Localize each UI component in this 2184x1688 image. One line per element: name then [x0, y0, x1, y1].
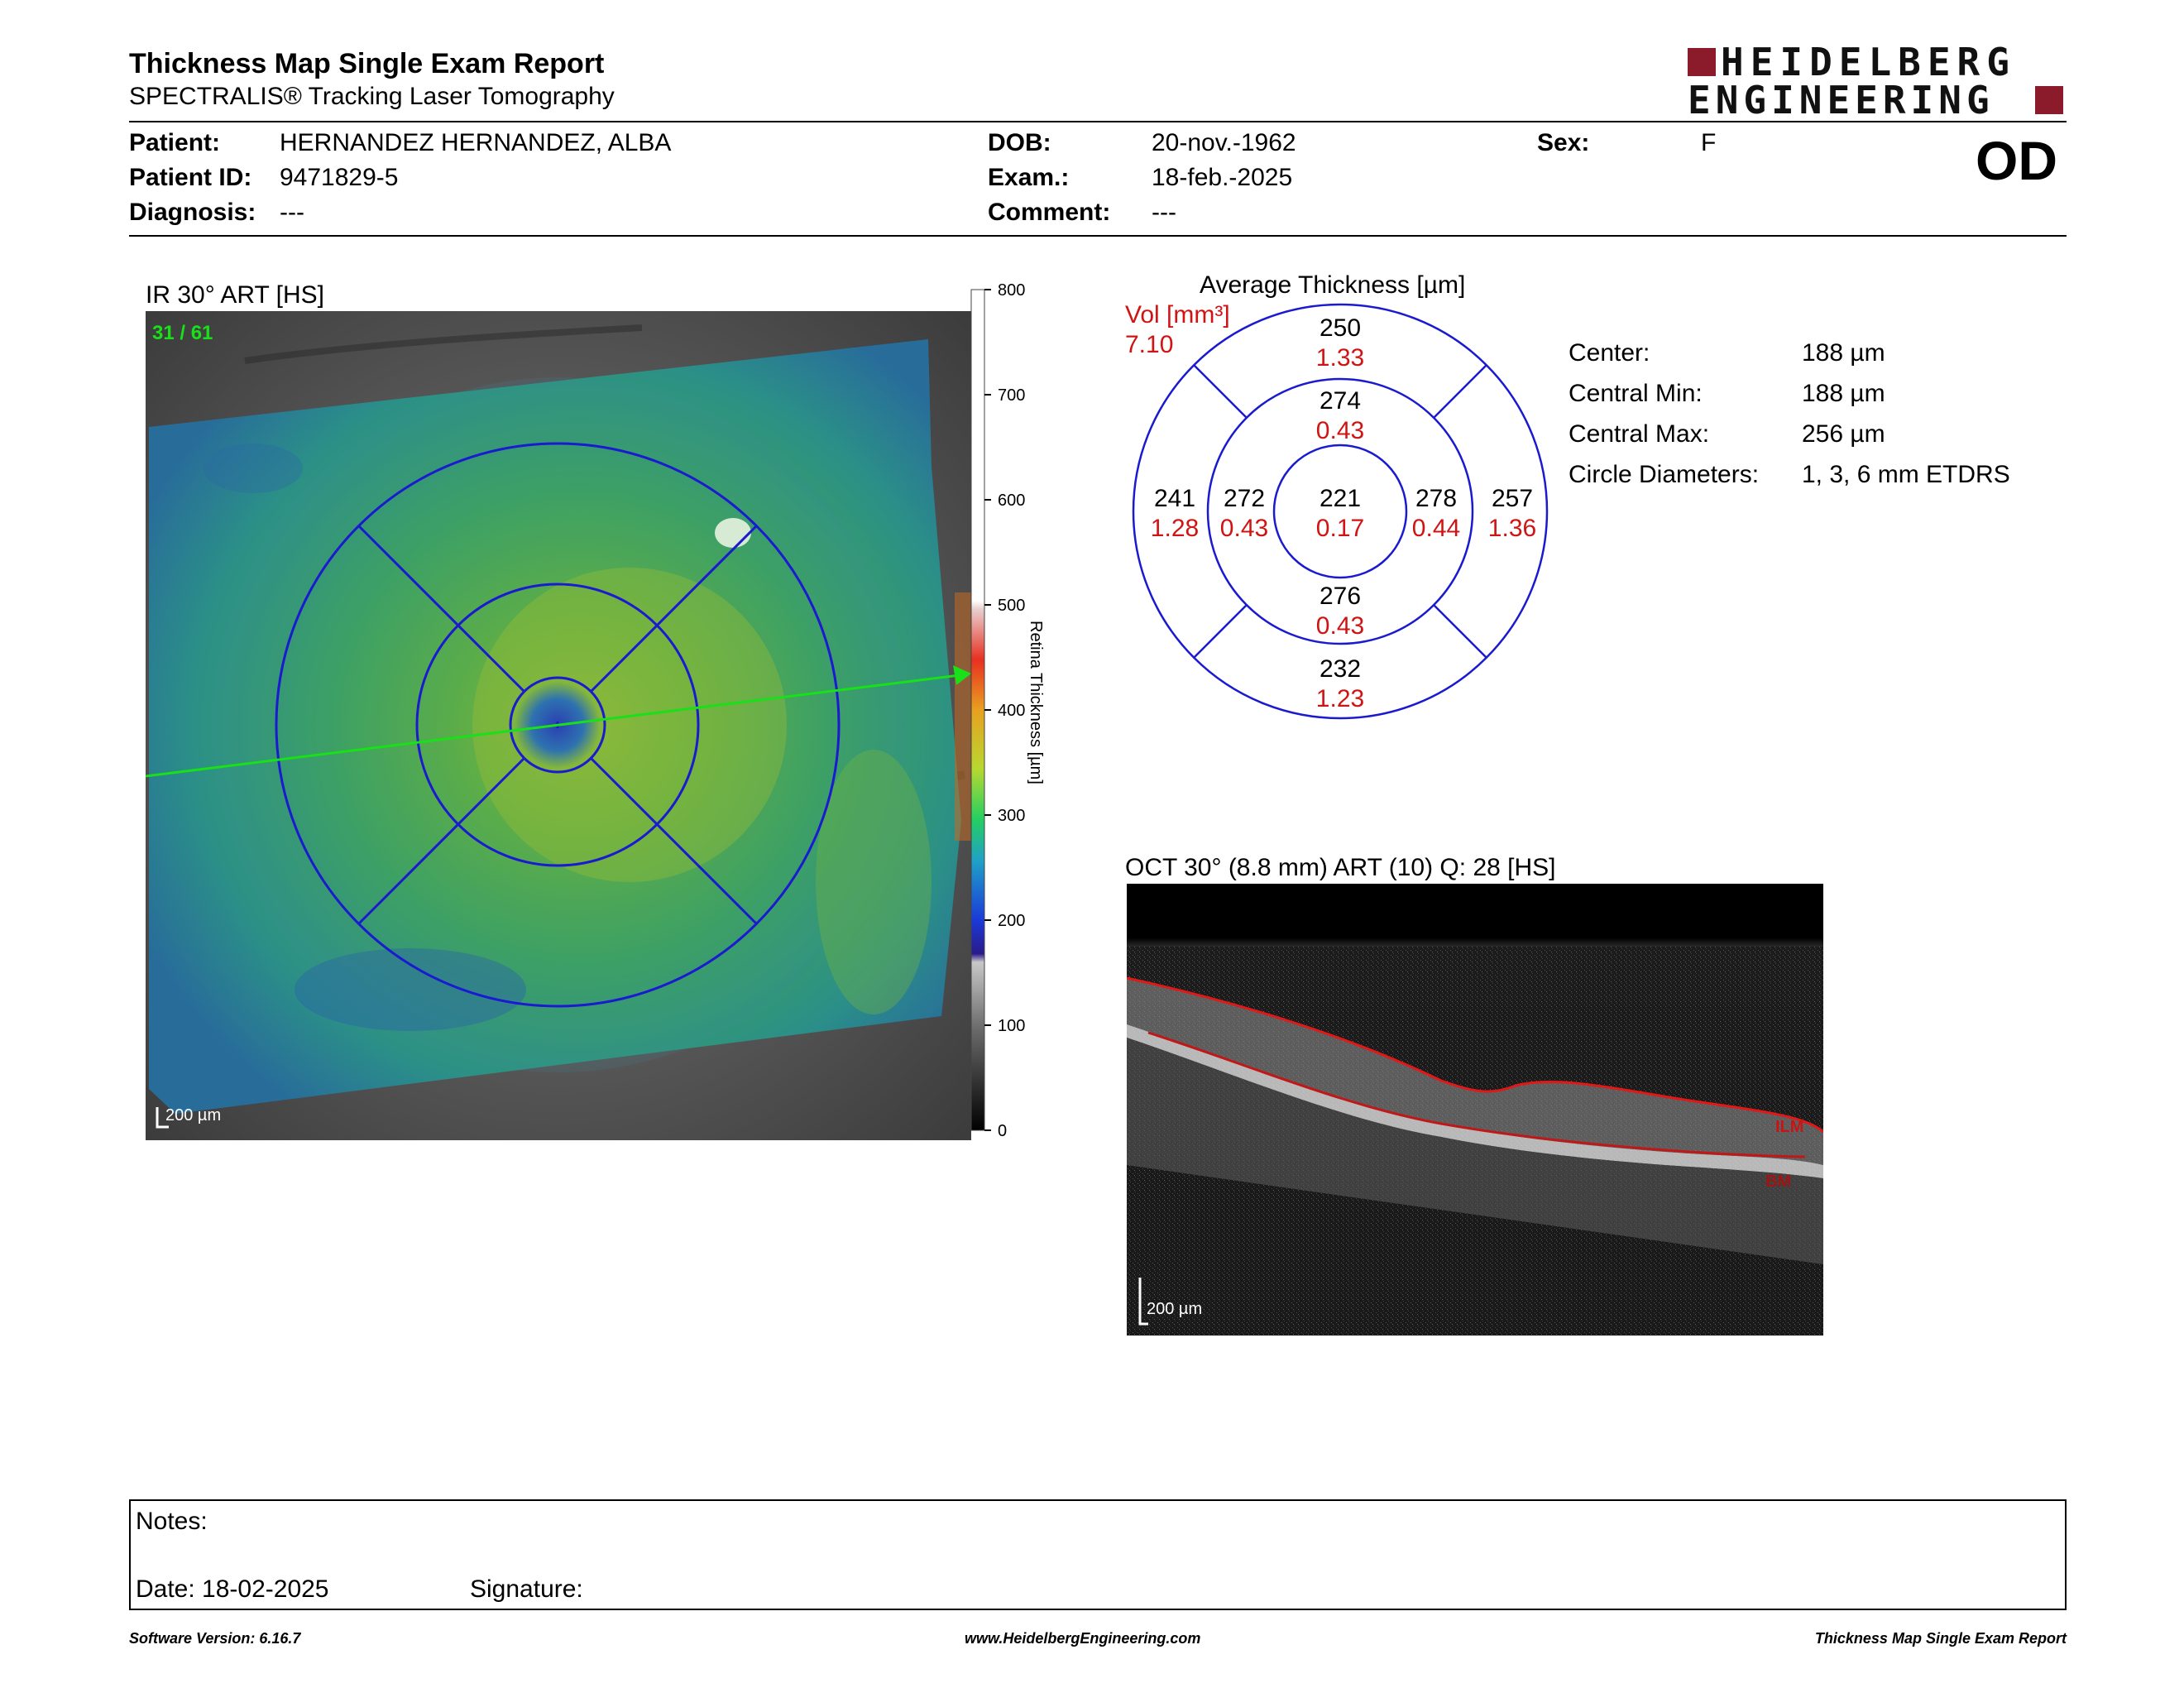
- ilm-line: [1127, 976, 1823, 1134]
- sex-value: F: [1701, 129, 1717, 156]
- colorbar-tick-label: 400: [998, 702, 1025, 720]
- logo-square-top: [1688, 48, 1716, 76]
- stat-value: 188 µm: [1802, 380, 1885, 407]
- eye-indicator: OD: [1976, 130, 2057, 191]
- sector-volume-center: 0.17: [1316, 515, 1364, 542]
- patient-id-value: 9471829-5: [280, 164, 399, 191]
- ir-scale-bar: [156, 1107, 169, 1129]
- oct-bscan: ILM BM 200 µm: [1127, 884, 1823, 1336]
- sector-thickness-inner-right: 278: [1415, 485, 1457, 512]
- sector-thickness-outer-bottom: 232: [1320, 655, 1361, 683]
- ir-scale-label: 200 µm: [165, 1106, 221, 1125]
- scan-direction-arrow: [953, 665, 971, 685]
- sector-volume-outer-bottom: 1.23: [1316, 685, 1364, 712]
- colorbar-tick-label: 100: [998, 1017, 1025, 1035]
- stat-label: Central Max:: [1569, 420, 1710, 448]
- footer-website: www.HeidelbergEngineering.com: [965, 1630, 1201, 1647]
- diagnosis-value: ---: [280, 199, 304, 226]
- sector-volume-outer-left: 1.28: [1151, 515, 1199, 542]
- oct-panel-title: OCT 30° (8.8 mm) ART (10) Q: 28 [HS]: [1125, 854, 1556, 881]
- total-volume-value: 7.10: [1125, 331, 1174, 358]
- dob-value: 20-nov.-1962: [1152, 129, 1296, 156]
- colorbar-tick-label: 700: [998, 386, 1025, 405]
- ir-panel-title: IR 30° ART [HS]: [146, 281, 324, 309]
- bm-line: [1147, 1031, 1806, 1158]
- etdrs-title: Average Thickness [µm]: [1200, 271, 1466, 299]
- sector-volume-inner-top: 0.43: [1316, 417, 1364, 444]
- colorbar-tick-label: 600: [998, 492, 1025, 510]
- header-divider: [129, 121, 2067, 122]
- thickness-colorbar: 800 700 600 500 400 300 200 100 0 Retina Thickne…: [970, 281, 1045, 1140]
- sector-thickness-outer-right: 257: [1492, 485, 1533, 512]
- comment-label: Comment:: [988, 199, 1111, 226]
- etdrs-sector-values: 2501.332740.432411.282720.432210.172780.…: [1151, 314, 1536, 712]
- dob-label: DOB:: [988, 129, 1051, 156]
- sector-volume-outer-top: 1.33: [1316, 344, 1364, 372]
- report-subtitle: SPECTRALIS® Tracking Laser Tomography: [129, 83, 615, 110]
- colorbar-tick-label: 0: [998, 1122, 1007, 1140]
- logo-square-bottom: [2035, 86, 2063, 114]
- patient-id-label: Patient ID:: [129, 164, 252, 191]
- comment-value: ---: [1152, 199, 1176, 226]
- sector-thickness-inner-left: 272: [1224, 485, 1265, 512]
- colorbar-tick-label: 800: [998, 281, 1025, 300]
- stat-value: 188 µm: [1802, 339, 1885, 367]
- colorbar-tick-label: 500: [998, 597, 1025, 615]
- oct-scale-bar: [1138, 1278, 1148, 1326]
- exam-value: 18-feb.-2025: [1152, 164, 1293, 191]
- bm-label: BM: [1765, 1172, 1791, 1191]
- sector-thickness-inner-bottom: 276: [1320, 583, 1361, 610]
- stat-label: Central Min:: [1569, 380, 1703, 407]
- stat-value: 256 µm: [1802, 420, 1885, 448]
- ir-frame-counter: 31 / 61: [152, 322, 213, 344]
- oct-scan-line: [146, 674, 960, 778]
- etdrs-chart-grid: [1132, 303, 1549, 720]
- ir-thickness-map: 31 / 61 200 µm: [146, 311, 971, 1140]
- ir-etdrs-grid: [275, 442, 841, 1008]
- patient-divider: [129, 235, 2067, 237]
- footer-report-name: Thickness Map Single Exam Report: [1814, 1630, 2067, 1647]
- sector-thickness-outer-left: 241: [1154, 485, 1195, 512]
- colorbar-axis-label: Retina Thickness [µm]: [1027, 621, 1045, 784]
- sex-label: Sex:: [1537, 129, 1590, 156]
- sector-volume-inner-left: 0.43: [1220, 515, 1268, 542]
- sector-volume-inner-bottom: 0.43: [1316, 612, 1364, 640]
- notes-label: Notes:: [136, 1508, 208, 1535]
- notes-box: [129, 1499, 2067, 1610]
- exam-label: Exam.:: [988, 164, 1070, 191]
- logo-line1: HEIDELBERG: [1721, 40, 2016, 84]
- patient-value: HERNANDEZ HERNANDEZ, ALBA: [280, 129, 672, 156]
- sector-thickness-outer-top: 250: [1320, 314, 1361, 342]
- colorbar-ticks: 800 700 600 500 400 300 200 100 0: [984, 281, 1025, 1140]
- diagnosis-label: Diagnosis:: [129, 199, 256, 226]
- colorbar-tick-label: 300: [998, 807, 1025, 825]
- footer-software-version: Software Version: 6.16.7: [129, 1630, 301, 1647]
- sector-thickness-center: 221: [1320, 485, 1361, 512]
- etdrs-chart: 2501.332740.432411.282720.432210.172780.…: [1132, 303, 1549, 720]
- oct-scale-label: 200 µm: [1147, 1300, 1202, 1318]
- volume-label: Vol [mm³]: [1125, 301, 1230, 328]
- sector-volume-outer-right: 1.36: [1488, 515, 1536, 542]
- ilm-label: ILM: [1775, 1118, 1803, 1136]
- stat-label: Circle Diameters:: [1569, 461, 1760, 488]
- colorbar-tick-label: 200: [998, 912, 1025, 930]
- sector-thickness-inner-top: 274: [1320, 387, 1361, 415]
- sector-volume-inner-right: 0.44: [1412, 515, 1460, 542]
- signature-label: Signature:: [470, 1575, 583, 1603]
- stat-label: Center:: [1569, 339, 1650, 367]
- date-label: Date: 18-02-2025: [136, 1575, 329, 1603]
- patient-label: Patient:: [129, 129, 221, 156]
- logo-line2: ENGINEERING: [1688, 78, 1995, 122]
- report-title: Thickness Map Single Exam Report: [129, 48, 605, 79]
- stat-value: 1, 3, 6 mm ETDRS: [1802, 461, 2010, 488]
